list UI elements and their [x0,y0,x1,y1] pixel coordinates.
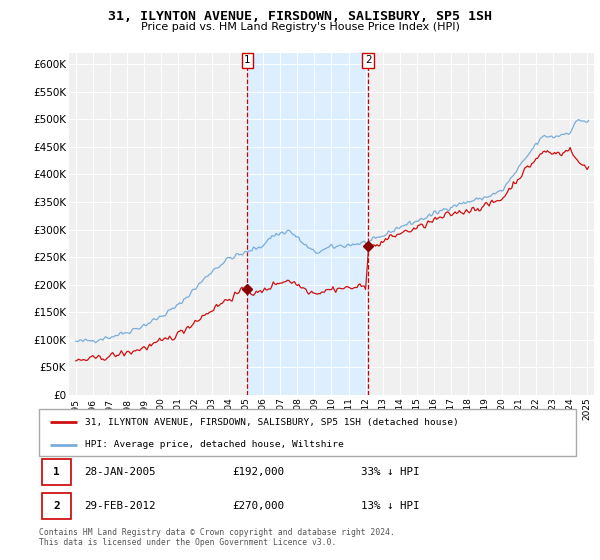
Text: 1: 1 [53,466,60,477]
Text: 28-JAN-2005: 28-JAN-2005 [85,466,156,477]
Text: 29-FEB-2012: 29-FEB-2012 [85,501,156,511]
Bar [41,459,71,484]
Text: 1: 1 [244,55,251,66]
Text: £192,000: £192,000 [232,466,284,477]
Bar [247,53,368,395]
Text: 31, ILYNTON AVENUE, FIRSDOWN, SALISBURY, SP5 1SH (detached house): 31, ILYNTON AVENUE, FIRSDOWN, SALISBURY,… [85,418,458,427]
Text: 2: 2 [53,501,60,511]
Bar [41,493,71,519]
Text: HPI: Average price, detached house, Wiltshire: HPI: Average price, detached house, Wilt… [85,440,343,449]
Text: 13% ↓ HPI: 13% ↓ HPI [361,501,420,511]
Text: £270,000: £270,000 [232,501,284,511]
Text: 33% ↓ HPI: 33% ↓ HPI [361,466,420,477]
Text: 2: 2 [365,55,371,66]
Text: 31, ILYNTON AVENUE, FIRSDOWN, SALISBURY, SP5 1SH: 31, ILYNTON AVENUE, FIRSDOWN, SALISBURY,… [108,10,492,23]
Text: Contains HM Land Registry data © Crown copyright and database right 2024.
This d: Contains HM Land Registry data © Crown c… [39,528,395,547]
Text: Price paid vs. HM Land Registry's House Price Index (HPI): Price paid vs. HM Land Registry's House … [140,22,460,32]
